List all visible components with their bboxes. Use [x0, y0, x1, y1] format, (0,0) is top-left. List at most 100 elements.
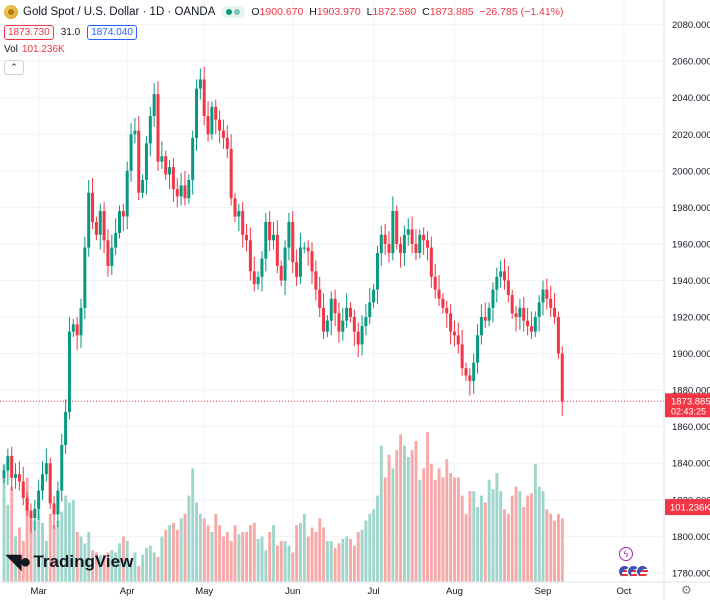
candle[interactable] — [48, 463, 52, 504]
candle[interactable] — [549, 298, 553, 308]
candle[interactable] — [356, 331, 360, 345]
candle[interactable] — [429, 247, 433, 277]
candle[interactable] — [556, 317, 560, 354]
chart-settings-icon[interactable]: ⚙ — [681, 583, 692, 597]
candle[interactable] — [295, 262, 299, 277]
candle[interactable] — [545, 289, 549, 299]
candle[interactable] — [360, 326, 364, 345]
candle[interactable] — [456, 335, 460, 345]
candle[interactable] — [44, 463, 48, 475]
candle[interactable] — [87, 192, 91, 248]
candle[interactable] — [479, 317, 483, 336]
candle[interactable] — [298, 247, 302, 277]
candle[interactable] — [2, 470, 6, 478]
candle[interactable] — [345, 307, 349, 321]
candle[interactable] — [483, 317, 487, 321]
candle[interactable] — [526, 320, 530, 327]
candle[interactable] — [75, 324, 79, 336]
candle[interactable] — [287, 221, 291, 248]
candle[interactable] — [364, 317, 368, 327]
candle[interactable] — [529, 326, 533, 332]
market-status-indicator[interactable] — [221, 6, 246, 18]
candle[interactable] — [168, 167, 172, 175]
candle[interactable] — [422, 234, 426, 241]
candle[interactable] — [256, 276, 260, 285]
candle[interactable] — [102, 211, 106, 241]
candle[interactable] — [306, 247, 310, 252]
candle[interactable] — [14, 474, 18, 478]
tradingview-logo[interactable]: ◥● TradingView — [6, 549, 133, 574]
candle[interactable] — [260, 258, 264, 277]
candle[interactable] — [133, 130, 137, 135]
candle[interactable] — [264, 221, 268, 259]
candle[interactable] — [333, 298, 337, 314]
sell-price-button[interactable]: 1873.730 — [4, 24, 54, 40]
candle[interactable] — [560, 353, 564, 402]
candle[interactable] — [252, 271, 256, 285]
volume-tag[interactable] — [665, 499, 710, 516]
candle[interactable] — [352, 317, 356, 332]
candle[interactable] — [118, 211, 121, 233]
candle[interactable] — [537, 302, 541, 318]
candle[interactable] — [248, 240, 252, 272]
last-price-tag[interactable] — [665, 393, 710, 418]
candle[interactable] — [214, 106, 218, 120]
candle[interactable] — [52, 503, 56, 515]
candle[interactable] — [325, 320, 329, 332]
candle[interactable] — [268, 221, 272, 241]
candle[interactable] — [79, 307, 83, 336]
candle[interactable] — [322, 307, 326, 332]
candle[interactable] — [144, 143, 148, 180]
candle[interactable] — [129, 134, 133, 171]
candle[interactable] — [125, 170, 129, 217]
candle[interactable] — [221, 130, 225, 138]
candle[interactable] — [195, 88, 198, 138]
candle[interactable] — [83, 247, 87, 308]
candle[interactable] — [17, 474, 21, 482]
candle[interactable] — [468, 375, 472, 381]
candle[interactable] — [445, 307, 449, 314]
candle[interactable] — [487, 307, 491, 321]
candle[interactable] — [410, 229, 414, 244]
candle[interactable] — [302, 247, 306, 249]
candle[interactable] — [114, 232, 118, 248]
candle[interactable] — [391, 211, 395, 254]
candle[interactable] — [225, 137, 229, 149]
candle[interactable] — [179, 185, 183, 197]
candle[interactable] — [518, 307, 522, 318]
candle[interactable] — [541, 289, 545, 303]
candle[interactable] — [379, 234, 383, 254]
candle[interactable] — [245, 234, 249, 241]
candle[interactable] — [160, 156, 164, 162]
candle[interactable] — [522, 307, 526, 321]
candle[interactable] — [279, 265, 283, 281]
candle[interactable] — [56, 490, 60, 515]
candle[interactable] — [21, 481, 25, 498]
candle[interactable] — [418, 234, 422, 254]
candle[interactable] — [210, 106, 214, 135]
candle[interactable] — [164, 156, 168, 175]
candle[interactable] — [121, 211, 125, 217]
candle[interactable] — [25, 497, 29, 511]
candle[interactable] — [110, 247, 114, 266]
candle[interactable] — [514, 313, 518, 318]
candle[interactable] — [241, 211, 245, 235]
lightning-event-icon[interactable]: ϟ — [619, 547, 633, 561]
candle[interactable] — [229, 148, 233, 199]
candle[interactable] — [414, 243, 418, 254]
candle[interactable] — [91, 192, 95, 222]
candle[interactable] — [152, 94, 156, 116]
candle[interactable] — [41, 474, 44, 491]
candle[interactable] — [237, 211, 241, 217]
candle[interactable] — [372, 289, 376, 303]
candle[interactable] — [491, 289, 495, 308]
candle[interactable] — [314, 271, 318, 290]
candle[interactable] — [495, 276, 499, 290]
candle[interactable] — [553, 307, 557, 318]
candle[interactable] — [310, 251, 314, 272]
candle[interactable] — [183, 185, 187, 199]
buy-price-button[interactable]: 1874.040 — [87, 24, 137, 40]
collapse-legend-button[interactable]: ⌃ — [4, 60, 24, 75]
candle[interactable] — [399, 243, 403, 254]
